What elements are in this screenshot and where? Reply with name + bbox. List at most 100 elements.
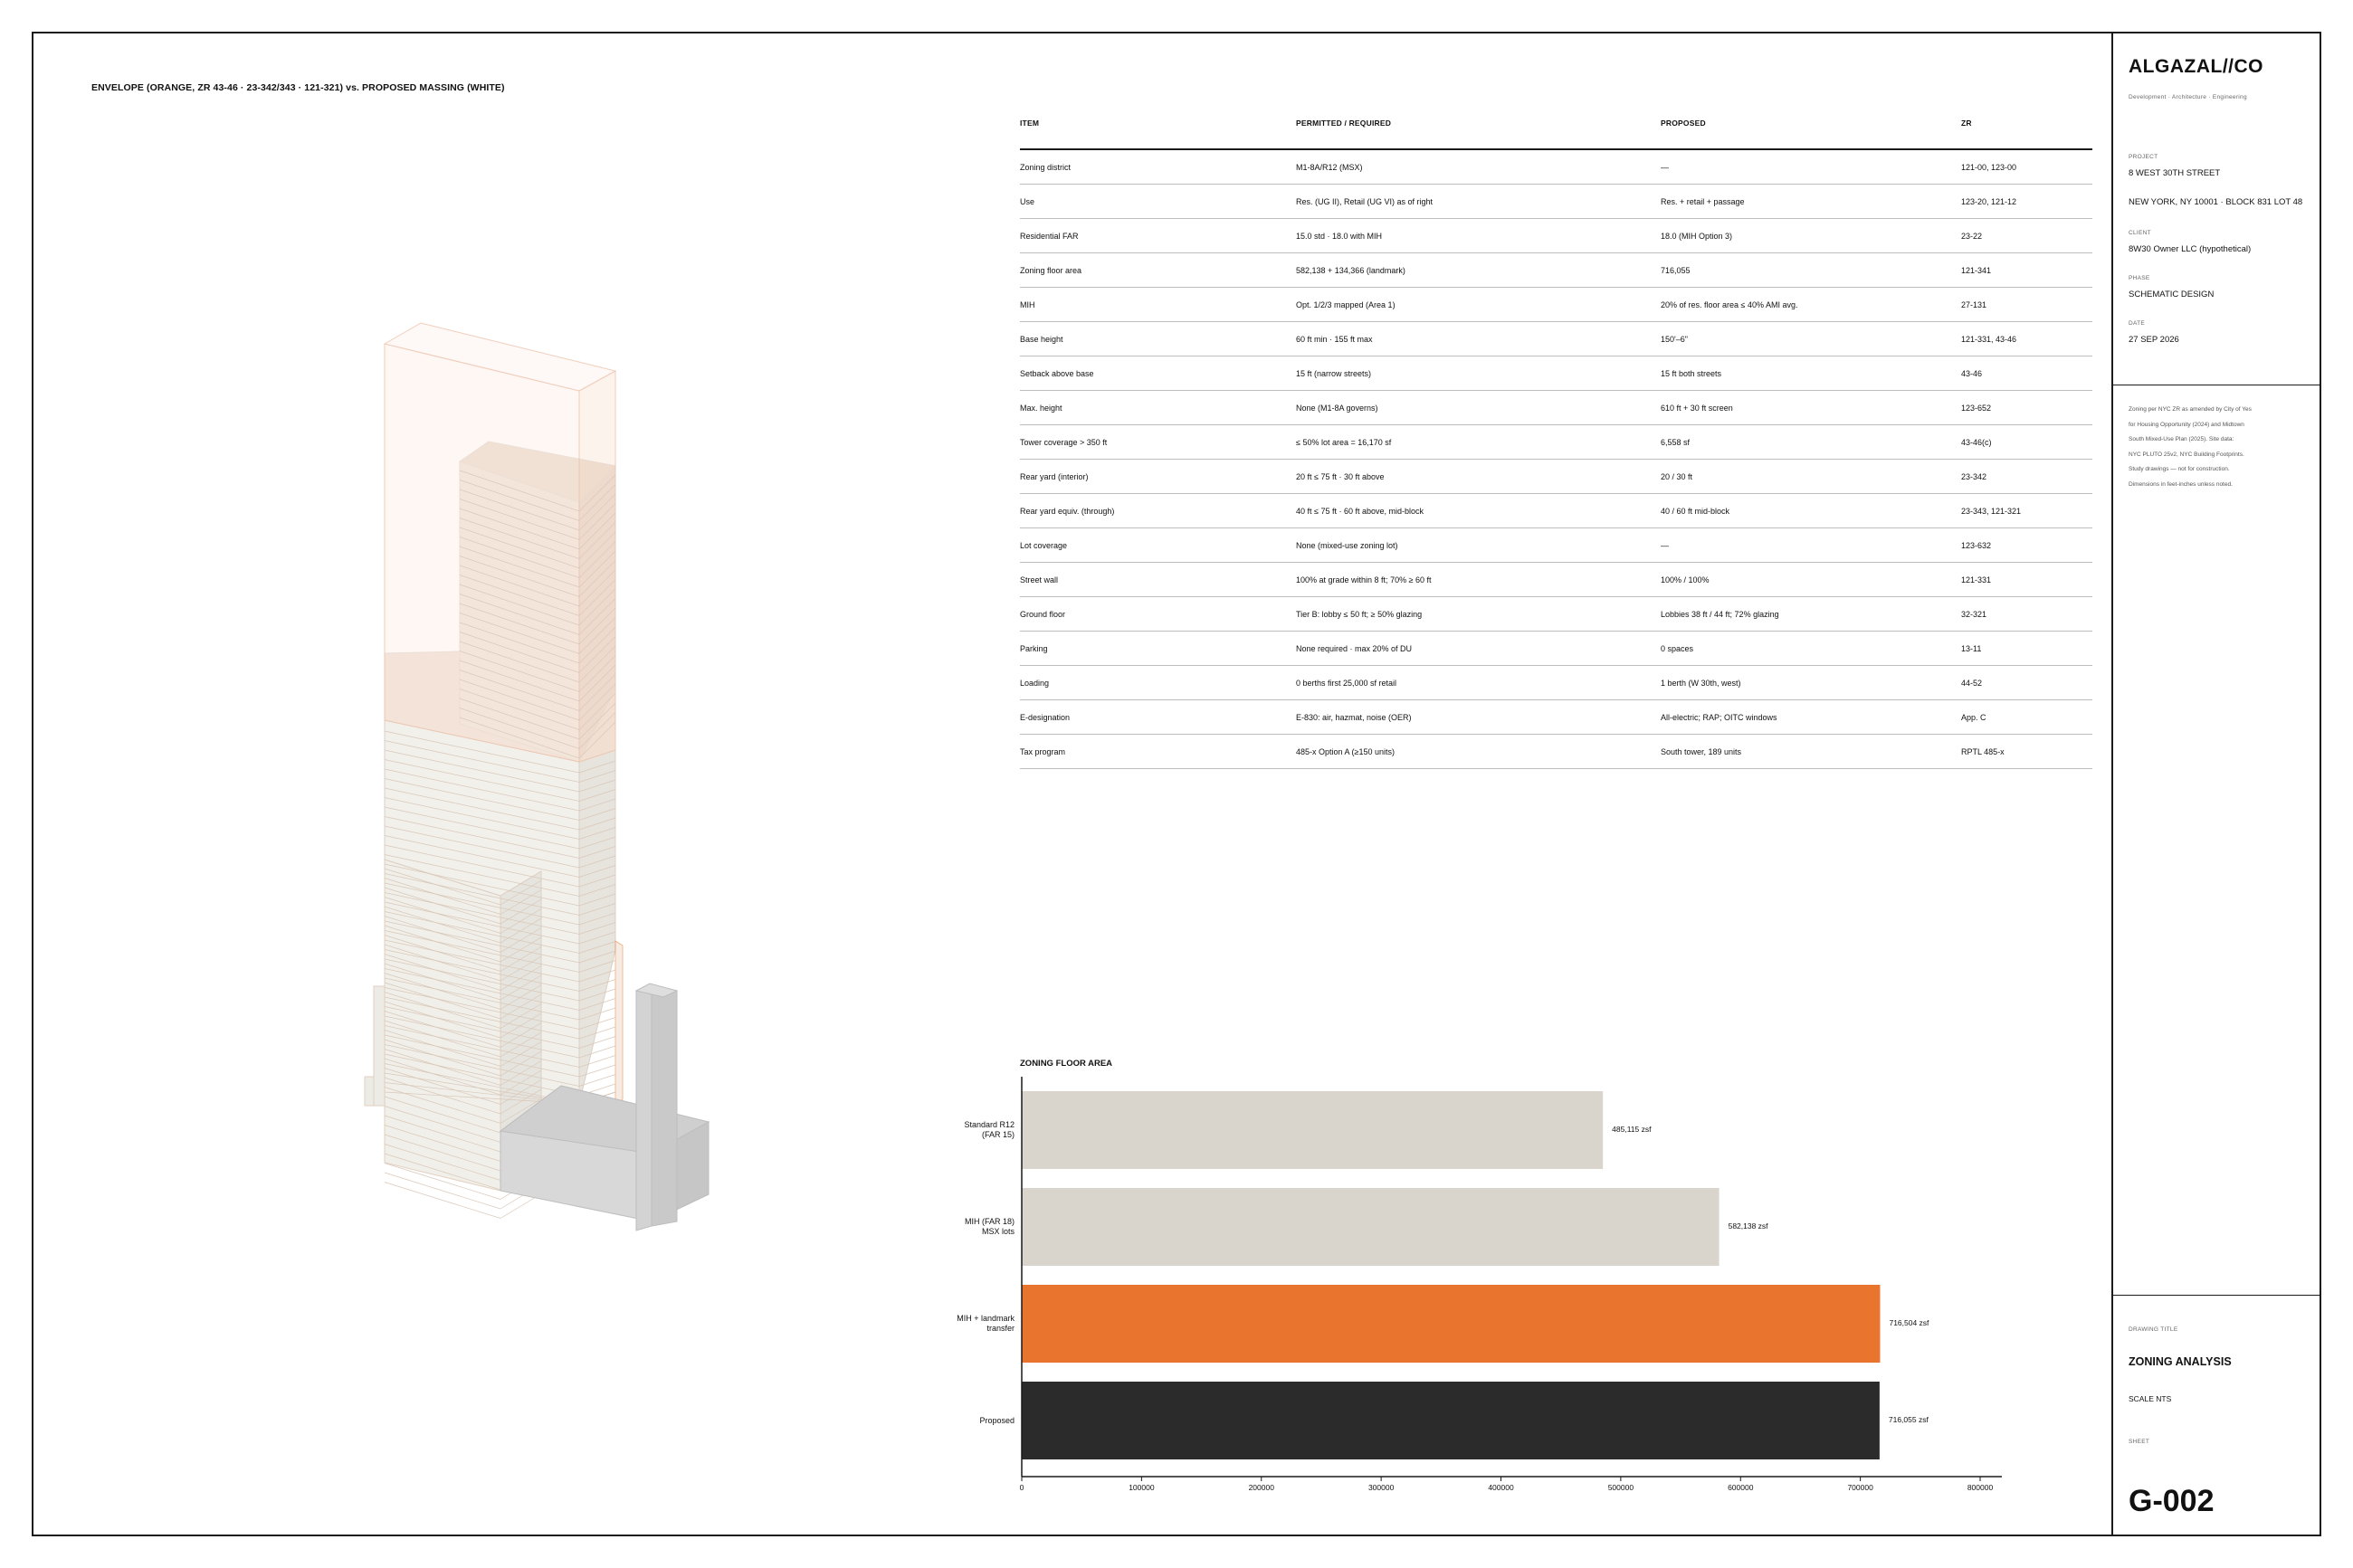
table-cell-permitted: 485-x Option A (≥150 units) [1296, 747, 1396, 757]
table-cell-proposed: 20% of res. floor area ≤ 40% AMI avg. [1661, 300, 1798, 310]
bar-value-label: 485,115 zsf [1612, 1125, 1652, 1134]
table-cell-item: Residential FAR [1020, 232, 1079, 242]
category-label: Proposed [979, 1415, 1015, 1425]
table-cell-permitted: 15 ft (narrow streets) [1296, 369, 1372, 379]
category-label: MIH (FAR 18) MSX lots [964, 1217, 1015, 1236]
table-cell-item: Tower coverage > 350 ft [1020, 438, 1108, 448]
table-cell-zr: 121-331, 43-46 [1961, 335, 2017, 345]
table-row: Residential FAR 15.0 std · 18.0 with MIH 1… [1020, 219, 2092, 253]
project-location: NEW YORK, NY 10001 · BLOCK 831 LOT 48 [2129, 197, 2303, 207]
note-line: NYC PLUTO 25v2, NYC Building Footprints. [2129, 451, 2244, 458]
table-header-zr: ZR [1961, 119, 1972, 128]
table-cell-proposed: 0 spaces [1661, 644, 1694, 654]
table-cell-zr: 121-331 [1961, 575, 1992, 585]
category-label: Standard R12 (FAR 15) [964, 1120, 1015, 1139]
table-row: Use Res. (UG II), Retail (UG VI) as of ri… [1020, 185, 2092, 219]
table-cell-proposed: 100% / 100% [1661, 575, 1710, 585]
table-row: MIH Opt. 1/2/3 mapped (Area 1) 20% of res.… [1020, 288, 2092, 322]
table-cell-item: E-designation [1020, 713, 1071, 723]
table-row: Parking None required · max 20% of DU 0 sp… [1020, 632, 2092, 666]
x-tick-label: 0 [1019, 1483, 1024, 1492]
client-name: 8W30 Owner LLC (hypothetical) [2129, 244, 2252, 254]
table-cell-permitted: None (mixed-use zoning lot) [1296, 541, 1398, 551]
note-line: South Mixed-Use Plan (2025). Site data: [2129, 436, 2234, 442]
table-cell-item: Zoning district [1020, 163, 1072, 173]
table-cell-permitted: 40 ft ≤ 75 ft · 60 ft above, mid-block [1296, 507, 1424, 517]
table-cell-zr: 123-652 [1961, 404, 1992, 413]
table-row: E-designation E-830: air, hazmat, noise (… [1020, 700, 2092, 735]
table-cell-item: Max. height [1020, 404, 1062, 413]
firm-tagline: Development · Architecture · Engineering [2129, 94, 2247, 100]
table-cell-zr: 13-11 [1961, 644, 1982, 654]
table-cell-item: Zoning floor area [1020, 266, 1082, 276]
table-cell-proposed: 1 berth (W 30th, west) [1661, 679, 1741, 689]
table-cell-proposed: 18.0 (MIH Option 3) [1661, 232, 1733, 242]
table-header-proposed: PROPOSED [1661, 119, 1706, 128]
sheet-number: G-002 [2129, 1484, 2215, 1518]
table-cell-proposed: Lobbies 38 ft / 44 ft; 72% glazing [1661, 610, 1779, 620]
table-row: Zoning floor area 582,138 + 134,366 (land… [1020, 253, 2092, 288]
bar-value-label: 716,055 zsf [1888, 1415, 1929, 1424]
table-row: Setback above base 15 ft (narrow streets)… [1020, 356, 2092, 391]
firm-name: ALGAZAL//CO [2129, 56, 2263, 77]
table-cell-proposed: 15 ft both streets [1661, 369, 1722, 379]
table-cell-permitted: 60 ft min · 155 ft max [1296, 335, 1373, 345]
table-row: Loading 0 berths first 25,000 sf retail 1 … [1020, 666, 2092, 700]
table-cell-permitted: None (M1-8A governs) [1296, 404, 1378, 413]
date-value: 27 SEP 2026 [2129, 335, 2179, 345]
drawing-title: ZONING ANALYSIS [2129, 1355, 2232, 1368]
table-cell-permitted: Tier B: lobby ≤ 50 ft; ≥ 50% glazing [1296, 610, 1423, 620]
bar-value-label: 582,138 zsf [1728, 1221, 1768, 1231]
table-cell-item: Lot coverage [1020, 541, 1068, 551]
note-line: Zoning per NYC ZR as amended by City of … [2129, 406, 2252, 413]
general-notes: Zoning per NYC ZR as amended by City of … [2129, 403, 2310, 492]
table-cell-item: Tax program [1020, 747, 1066, 757]
table-row: Max. height None (M1-8A governs) 610 ft + … [1020, 391, 2092, 425]
table-cell-item: Loading [1020, 679, 1050, 689]
table-cell-permitted: 0 berths first 25,000 sf retail [1296, 679, 1397, 689]
x-tick-label: 400000 [1488, 1483, 1514, 1492]
table-cell-zr: 27-131 [1961, 300, 1987, 310]
table-cell-proposed: 610 ft + 30 ft screen [1661, 404, 1733, 413]
table-cell-proposed: — [1661, 163, 1669, 173]
table-cell-zr: 123-20, 121-12 [1961, 197, 2017, 207]
table-cell-permitted: Opt. 1/2/3 mapped (Area 1) [1296, 300, 1396, 310]
note-line: for Housing Opportunity (2024) and Midto… [2129, 421, 2244, 428]
table-cell-zr: 32-321 [1961, 610, 1987, 620]
table-cell-zr: 23-342 [1961, 472, 1987, 482]
x-tick-label: 100000 [1129, 1483, 1155, 1492]
context-buildings [499, 983, 710, 1231]
table-cell-zr: 23-343, 121-321 [1961, 507, 2022, 517]
table-header-permitted: PERMITTED / REQUIRED [1296, 119, 1392, 128]
bar-value-label: 716,504 zsf [1889, 1318, 1929, 1327]
table-cell-zr: 44-52 [1961, 679, 1983, 689]
table-cell-zr: 43-46(c) [1961, 438, 1992, 448]
x-tick-label: 200000 [1248, 1483, 1274, 1492]
table-row: Zoning district M1-8A/R12 (MSX) — 121-00, 1… [1020, 150, 2092, 185]
table-header-item: ITEM [1020, 119, 1040, 128]
table-cell-item: Use [1020, 197, 1035, 207]
envelope-diagram-title: ENVELOPE (ORANGE, ZR 43-46 · 23-342/343 … [91, 82, 505, 93]
table-cell-item: Parking [1020, 644, 1048, 654]
table-cell-item: Street wall [1020, 575, 1059, 585]
table-row: Base height 60 ft min · 155 ft max 150'–6"… [1020, 322, 2092, 356]
phase-label: PHASE [2129, 275, 2150, 281]
x-tick-label: 300000 [1367, 1483, 1395, 1492]
table-cell-proposed: 6,558 sf [1661, 438, 1691, 448]
table-cell-proposed: 20 / 30 ft [1661, 472, 1693, 482]
proposed-tower-massing [384, 441, 624, 1105]
project-address: 8 WEST 30TH STREET [2129, 168, 2221, 178]
drawing-sheet-border [32, 32, 2321, 1536]
table-cell-zr: 121-00, 123-00 [1961, 163, 2017, 173]
category-label: MIH + landmark transfer [957, 1314, 1015, 1333]
table-cell-permitted: E-830: air, hazmat, noise (OER) [1296, 713, 1412, 723]
table-header-row: ITEM PERMITTED / REQUIRED PROPOSED ZR [1020, 108, 2092, 150]
table-cell-permitted: 582,138 + 134,366 (landmark) [1296, 266, 1405, 276]
table-cell-item: Base height [1020, 335, 1063, 345]
table-cell-proposed: 716,055 [1661, 266, 1691, 276]
drawing-title-label: DRAWING TITLE [2129, 1326, 2178, 1333]
chart-title: ZONING FLOOR AREA [1020, 1059, 1113, 1069]
table-cell-permitted: M1-8A/R12 (MSX) [1296, 163, 1363, 173]
table-cell-zr: 43-46 [1961, 369, 1983, 379]
